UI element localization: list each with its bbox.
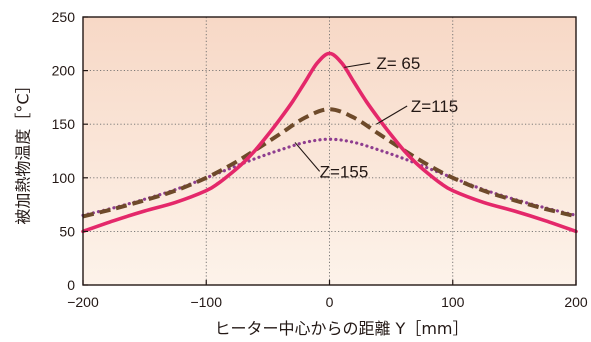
series-line-z115 [82,107,577,219]
x-tick-label: −100 [190,294,222,310]
series-line-z65 [81,51,578,234]
y-tick-label: 100 [52,170,76,186]
x-tick-label: 0 [326,294,334,310]
series-label: Z=115 [411,97,458,116]
x-tick-label: −200 [67,294,99,310]
x-tick-label: 200 [564,294,588,310]
series-label: Z= 65 [376,54,420,73]
gridlines [83,17,576,285]
y-tick-label: 200 [52,63,76,79]
y-tick-label: 50 [59,223,75,239]
series-label-leader [344,62,371,68]
series-group [81,51,578,234]
axis-ticks: −200 −100 0 100 200 0 50 100 150 200 250 [52,9,588,310]
x-axis-label: ヒーター中心からの距離 Y［mm］ [214,319,468,338]
y-tick-label: 150 [52,116,76,132]
series-label-leader [294,142,321,172]
series-label-leader [376,105,408,125]
y-axis-label: 被加熱物温度［°C］ [14,77,33,224]
y-tick-label: 250 [52,9,76,25]
series-line-z155 [81,137,578,217]
series-annotations: Z= 65 Z=115 Z=155 [294,54,458,181]
series-label: Z=155 [320,162,369,181]
y-tick-label: 0 [67,277,75,293]
x-tick-label: 100 [441,294,465,310]
